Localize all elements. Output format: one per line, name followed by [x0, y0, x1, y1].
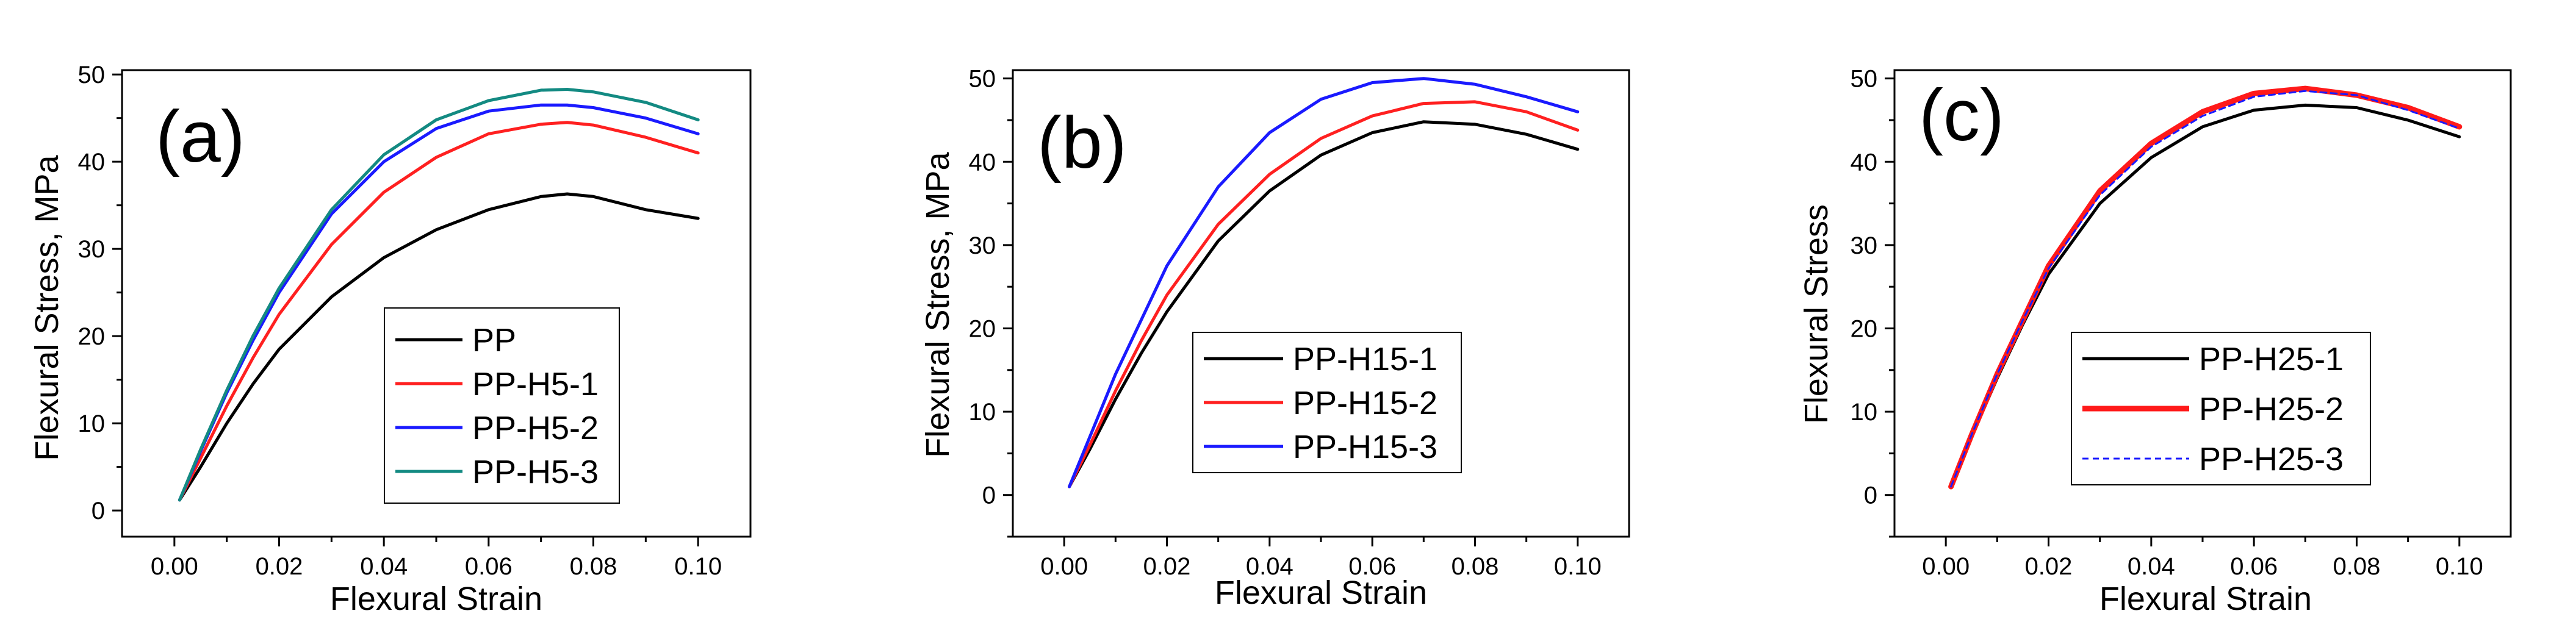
- panel-c-y-tick-label: 40: [1851, 149, 1878, 176]
- panel-a-x-tick-label: 0.10: [674, 553, 722, 580]
- panel-a-axes: 0.00 0.02 0.04 0.06 0.08 0.10 0 10 20 30 40 50: [78, 62, 752, 580]
- panel-c-series: [1948, 85, 2463, 490]
- panel-a-y-tick-label: 0: [92, 498, 105, 524]
- panel-a-x-tick-label: 0.02: [256, 553, 303, 580]
- panel-a-x-tick-label: 0.00: [151, 553, 198, 580]
- panel-b-legend-label: PP-H15-2: [1293, 385, 1437, 421]
- panel-a-legend: PP PP-H5-1 PP-H5-2 PP-H5-3: [384, 307, 620, 504]
- panel-c-x-tick-label: 0.04: [2128, 553, 2175, 580]
- panel-a-legend-label: PP-H5-3: [472, 454, 599, 490]
- panel-b-x-tick-label: 0.00: [1040, 553, 1088, 580]
- panel-c-y-tick-label: 20: [1851, 315, 1878, 342]
- panel-a-series-pp: [178, 192, 700, 502]
- panel-c-x-tick-label: 0.00: [1922, 553, 1970, 580]
- panel-c-x-tick-label: 0.08: [2333, 553, 2381, 580]
- panel-c-x-tick-label: 0.02: [2025, 553, 2073, 580]
- panel-c-y-tick-label: 10: [1851, 399, 1878, 426]
- panel-a-x-axis-title: Flexural Strain: [330, 581, 542, 617]
- panel-c-label: (c): [1919, 74, 2004, 156]
- panel-a-y-tick-label: 30: [78, 236, 106, 263]
- panel-a-y-tick-label: 10: [78, 410, 106, 437]
- panel-b-y-tick-label: 0: [982, 482, 996, 509]
- panel-a-label: (a): [156, 96, 245, 177]
- panel-b-x-tick-label: 0.08: [1452, 553, 1499, 580]
- panel-c-y-tick-label: 30: [1851, 232, 1878, 259]
- panel-c-y-tick-label: 50: [1851, 66, 1878, 93]
- panel-a-series-pp-h5-1: [178, 121, 700, 502]
- panel-a-x-tick-label: 0.04: [360, 553, 408, 580]
- panel-a-x-tick-label: 0.06: [465, 553, 513, 580]
- panel-b-y-tick-label: 20: [969, 315, 996, 342]
- panel-b-legend: PP-H15-1 PP-H15-2 PP-H15-3: [1192, 332, 1462, 473]
- panel-b-x-tick-label: 0.02: [1143, 553, 1191, 580]
- panel-b-legend-label: PP-H15-3: [1293, 429, 1437, 465]
- panel-b-x-tick-label: 0.06: [1348, 553, 1396, 580]
- panel-b-series-pp-h15-3: [1068, 77, 1580, 488]
- panel-c-x-tick-label: 0.06: [2230, 553, 2278, 580]
- panel-c-legend-label: PP-H25-1: [2199, 341, 2344, 377]
- panel-c-legend: PP-H25-1 PP-H25-2 PP-H25-3: [2071, 332, 2371, 485]
- panel-c-legend-label: PP-H25-3: [2199, 441, 2344, 478]
- panel-b-x-axis-title: Flexural Strain: [1215, 574, 1427, 611]
- panel-a-series: [178, 88, 700, 502]
- panel-b-y-axis-title: Flexural Stress, MPa: [919, 151, 956, 457]
- panel-a-legend-label: PP-H5-2: [472, 410, 599, 446]
- panel-b-x-tick-label: 0.10: [1554, 553, 1602, 580]
- panel-c-y-axis-title: Flexural Stress: [1798, 204, 1835, 424]
- panel-c-series-pp-h25-3: [1950, 90, 2461, 488]
- panel-a-legend-label: PP: [472, 322, 516, 359]
- panel-c-x-tick-label: 0.10: [2436, 553, 2483, 580]
- panel-a-x-tick-label: 0.08: [570, 553, 617, 580]
- panel-a-y-tick-label: 50: [78, 62, 106, 88]
- panel-a-series-pp-h5-3: [178, 88, 700, 502]
- panel-b-x-tick-label: 0.04: [1246, 553, 1293, 580]
- panel-c-legend-label: PP-H25-2: [2199, 391, 2344, 428]
- panel-c-x-axis-title: Flexural Strain: [2099, 581, 2312, 617]
- panel-b-y-tick-label: 30: [969, 232, 996, 259]
- panel-b-y-tick-label: 50: [969, 66, 996, 93]
- panel-b-series-pp-h15-1: [1068, 120, 1580, 488]
- panel-b-series: [1068, 77, 1580, 488]
- panel-c-axes: 0.00 0.02 0.04 0.06 0.08 0.10 0 10 20 30 40 50: [1851, 66, 2512, 580]
- panel-a-y-tick-label: 20: [78, 323, 106, 350]
- panel-b-legend-label: PP-H15-1: [1293, 341, 1437, 377]
- panel-a-y-axis-title: Flexural Stress, MPa: [29, 154, 65, 460]
- panel-a-legend-label: PP-H5-1: [472, 366, 599, 402]
- panel-b-y-tick-label: 10: [969, 399, 996, 426]
- panel-c-y-tick-label: 0: [1864, 482, 1877, 509]
- panel-b-axes: 0.00 0.02 0.04 0.06 0.08 0.10 0 10 20 30 40 50: [969, 66, 1630, 580]
- panel-b-series-pp-h15-2: [1068, 100, 1580, 488]
- panel-a-y-tick-label: 40: [78, 149, 106, 176]
- panel-b-y-tick-label: 40: [969, 149, 996, 176]
- panel-b-label: (b): [1037, 102, 1127, 184]
